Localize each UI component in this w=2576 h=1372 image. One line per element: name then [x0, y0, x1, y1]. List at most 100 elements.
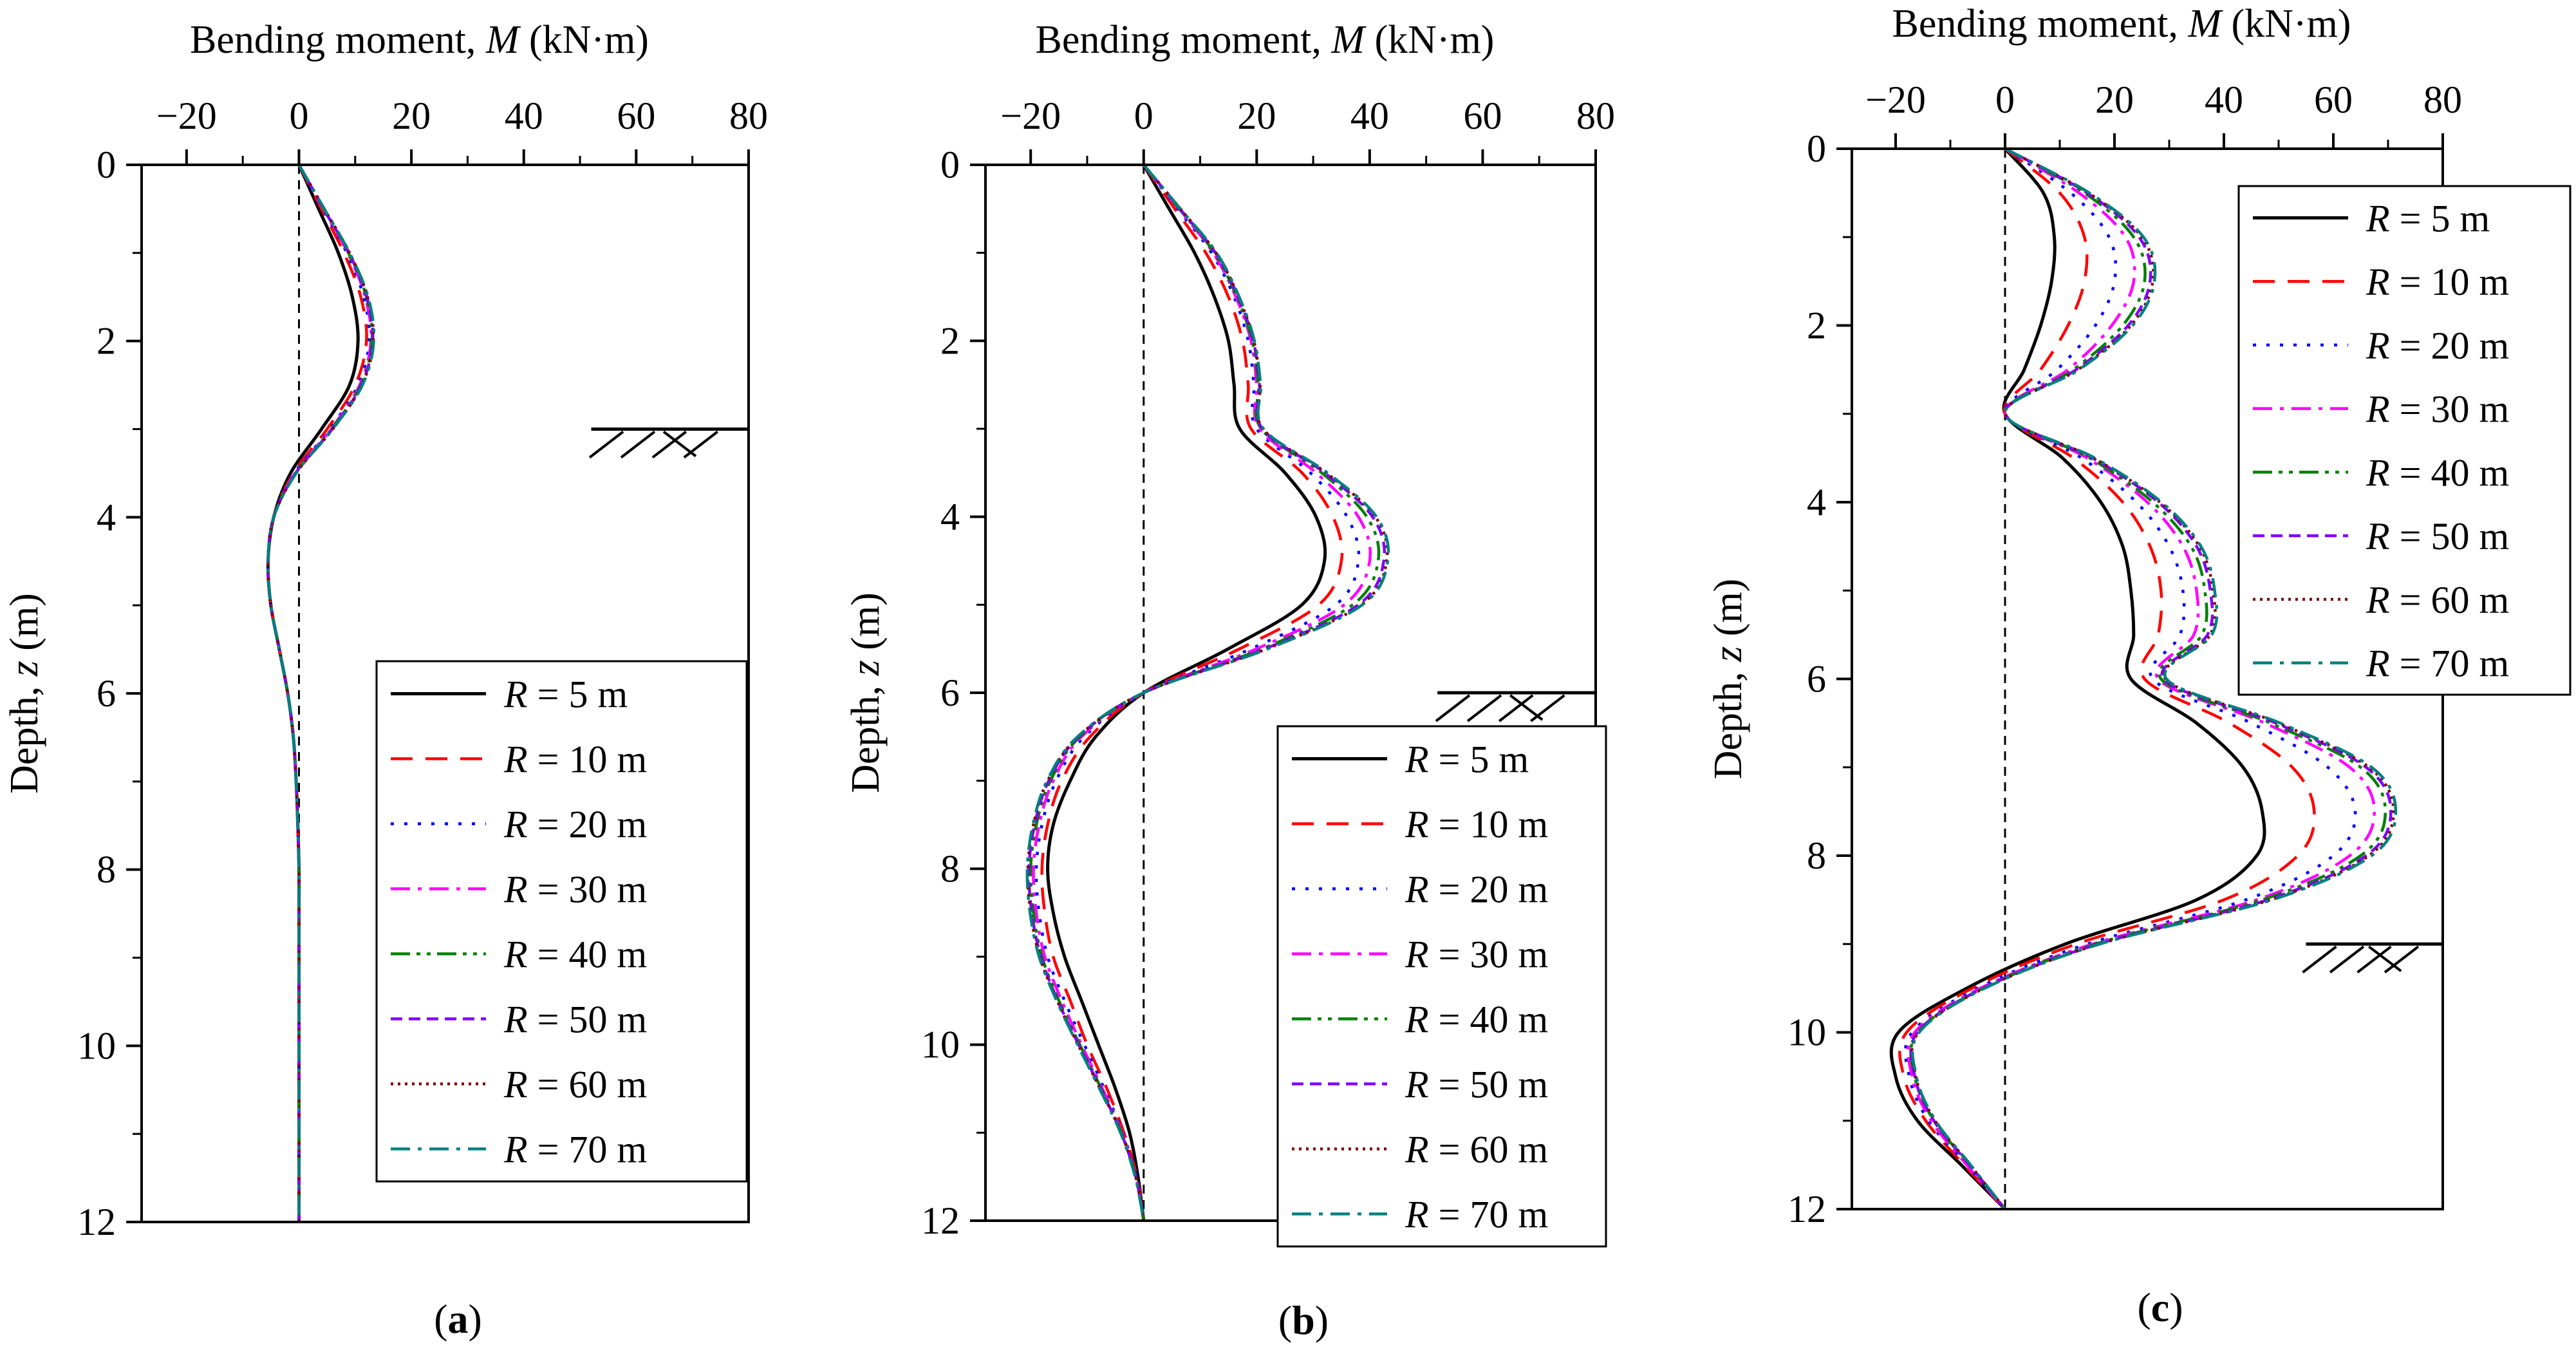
legend-label-var: R — [503, 673, 528, 716]
legend-label-value: = 30 m — [2390, 388, 2510, 431]
legend-label: R = 60 m — [2366, 579, 2509, 621]
y-tick-label: 10 — [77, 1024, 116, 1067]
series-line-r20 — [1034, 165, 1361, 1221]
panel-label: (c) — [2137, 1284, 2183, 1330]
legend-label-value: = 10 m — [528, 738, 648, 781]
x-axis-title-var: M — [1330, 18, 1367, 62]
y-tick-label: 8 — [940, 847, 960, 890]
legend-label-value: = 20 m — [528, 803, 648, 846]
ground-hatch — [1509, 694, 1544, 721]
panel-label-letter: c — [2151, 1284, 2169, 1330]
legend-label: R = 30 m — [1405, 934, 1548, 976]
legend-label-var: R — [2366, 197, 2390, 240]
legend-label-var: R — [503, 738, 528, 781]
legend: R = 5 mR = 10 mR = 20 mR = 30 mR = 40 mR… — [2237, 185, 2571, 696]
x-axis-title-unit: (kN·m) — [1365, 18, 1494, 62]
ground-hatch — [2368, 945, 2402, 972]
y-axis-title: Depth, z (m) — [3, 593, 46, 794]
y-axis-title-var: z — [1706, 646, 1750, 663]
x-tick-label: 80 — [1576, 95, 1615, 137]
x-axis-title-prefix: Bending moment, — [190, 18, 486, 62]
legend-label-var: R — [2366, 261, 2390, 303]
legend-label: R = 70 m — [503, 1129, 647, 1171]
x-axis-title: Bending moment, M (kN·m) — [1036, 18, 1495, 62]
legend-label-var: R — [503, 803, 528, 846]
x-axis-title-unit: (kN·m) — [519, 18, 649, 62]
legend-label: R = 40 m — [2366, 451, 2509, 494]
legend-label: R = 10 m — [503, 738, 647, 781]
panel-label-close: ) — [1315, 1297, 1329, 1343]
legend-label-value: = 20 m — [1429, 869, 1549, 911]
legend-label: R = 20 m — [1405, 869, 1548, 911]
y-tick-label: 8 — [1807, 834, 1826, 877]
legend-label: R = 60 m — [503, 1064, 647, 1106]
legend-label: R = 30 m — [503, 869, 647, 911]
panel-c: −20 0 20 40 60 80 0 2 4 6 8 10 12 Bending moment, M (… — [1706, 2, 2571, 1330]
series-curves — [266, 165, 376, 1222]
x-tick-label: 60 — [617, 95, 655, 137]
series-line-r70 — [1910, 149, 2398, 1209]
y-tick-label: 2 — [97, 320, 116, 362]
legend-label-value: = 50 m — [528, 999, 648, 1041]
legend-label: R = 20 m — [2366, 324, 2509, 367]
x-tick-label: 60 — [1463, 95, 1502, 137]
x-tick-label: 40 — [1350, 95, 1389, 137]
y-axis-title-var: z — [3, 661, 46, 677]
x-axis-title-prefix: Bending moment, — [1036, 18, 1332, 62]
y-tick-label: 6 — [1807, 658, 1826, 700]
x-tick-label: −20 — [1865, 79, 1926, 121]
y-tick-label: 0 — [940, 144, 960, 186]
legend-label: R = 5 m — [2366, 197, 2490, 240]
legend-label-var: R — [2366, 515, 2390, 558]
y-tick-label: 8 — [97, 849, 116, 891]
y-tick-label: 4 — [1807, 481, 1826, 523]
ground-level-marker — [2302, 942, 2443, 973]
legend-label: R = 20 m — [503, 803, 647, 846]
ground-hatch — [2357, 945, 2392, 973]
legend: R = 5 mR = 10 mR = 20 mR = 30 mR = 40 mR… — [1276, 725, 1607, 1248]
legend-label-value: = 50 m — [2390, 515, 2510, 558]
ground-level-marker — [588, 428, 749, 459]
legend-label: R = 50 m — [2366, 515, 2509, 558]
legend-label-value: = 70 m — [2390, 643, 2510, 685]
legend-label-var: R — [2366, 388, 2390, 431]
legend-label: R = 50 m — [503, 999, 647, 1041]
legend-label-value: = 5 m — [528, 673, 628, 716]
legend-label-value: = 40 m — [528, 934, 648, 976]
y-tick-label: 10 — [1787, 1011, 1826, 1054]
legend-label-var: R — [1405, 1129, 1429, 1171]
x-tick-label: −20 — [1000, 95, 1061, 137]
series-line-r60 — [1026, 165, 1389, 1221]
x-tick-label: −20 — [156, 95, 217, 137]
x-tick-label: 20 — [1237, 95, 1276, 137]
legend-label: R = 60 m — [1405, 1129, 1548, 1171]
x-axis-title-var: M — [485, 18, 521, 62]
ground-hatch — [2302, 945, 2337, 973]
legend-label: R = 40 m — [1405, 999, 1548, 1041]
legend-box — [1276, 725, 1607, 1248]
series-line-r5 — [1889, 149, 2266, 1209]
legend-label-value: = 60 m — [1429, 1129, 1549, 1171]
x-tick-label: 80 — [729, 95, 768, 137]
x-axis-title: Bending moment, M (kN·m) — [1892, 2, 2351, 46]
x-tick-label: 60 — [2314, 79, 2353, 121]
legend-label-var: R — [503, 1129, 528, 1171]
y-tick-label: 12 — [1787, 1188, 1826, 1230]
legend-label-value: = 20 m — [2390, 324, 2510, 367]
legend-label-var: R — [1405, 738, 1429, 781]
y-axis-title-unit: (m) — [1706, 579, 1750, 646]
ground-hatch — [1466, 694, 1502, 722]
x-tick-label: 80 — [2423, 79, 2462, 121]
legend: R = 5 mR = 10 mR = 20 mR = 30 mR = 40 mR… — [375, 660, 748, 1183]
legend-label-value: = 5 m — [1429, 738, 1529, 781]
legend-label-value: = 40 m — [2390, 451, 2510, 494]
x-tick-label: 0 — [1995, 79, 2015, 121]
legend-label-value: = 30 m — [1429, 934, 1549, 976]
legend-label-var: R — [503, 999, 528, 1041]
panel-label-close: ) — [469, 1296, 482, 1342]
legend-label-value: = 60 m — [2390, 579, 2510, 621]
legend-label-var: R — [1405, 869, 1429, 911]
legend-label: R = 5 m — [1405, 738, 1529, 781]
legend-label-var: R — [503, 934, 528, 976]
x-tick-label: 40 — [505, 95, 543, 137]
